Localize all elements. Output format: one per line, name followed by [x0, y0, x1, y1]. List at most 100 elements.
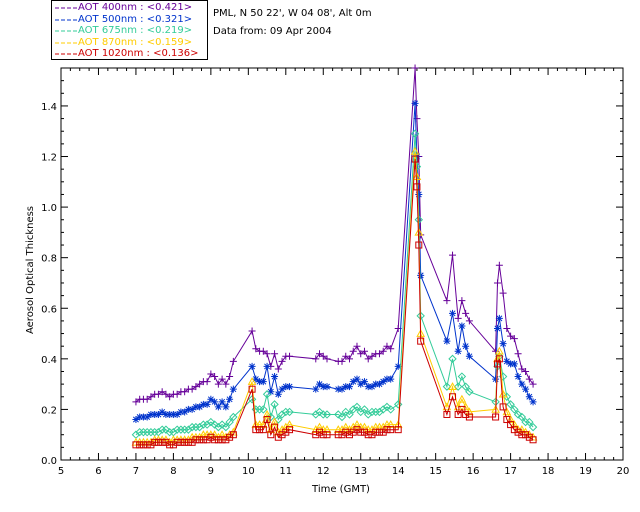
data-point: [461, 382, 470, 391]
data-point: [139, 413, 147, 421]
data-point: [315, 422, 324, 431]
data-point: [312, 355, 320, 363]
data-point: [465, 413, 473, 421]
data-point: [493, 324, 501, 332]
data-point: [252, 345, 260, 353]
data-point: [375, 380, 383, 388]
data-point: [443, 337, 451, 345]
data-point: [449, 251, 457, 259]
data-point: [323, 431, 331, 439]
data-point: [218, 436, 226, 444]
data-point: [203, 400, 211, 408]
data-point: [214, 380, 222, 388]
data-point: [411, 99, 419, 107]
data-point: [522, 385, 530, 393]
data-point: [132, 441, 140, 449]
data-point: [349, 378, 357, 386]
data-point: [136, 441, 144, 449]
legend-item: AOT 1020nm : <0.136>: [54, 48, 198, 60]
data-point: [270, 417, 279, 426]
data-point: [226, 395, 234, 403]
series-line: [135, 158, 534, 446]
data-point: [267, 431, 275, 439]
data-point: [458, 322, 466, 330]
data-point: [285, 420, 294, 428]
data-point: [357, 428, 365, 436]
x-tick-label: 16: [467, 466, 480, 477]
data-point: [248, 327, 256, 335]
data-point: [222, 380, 230, 388]
data-point: [312, 385, 320, 393]
data-point: [262, 390, 272, 399]
data-point: [449, 309, 457, 317]
data-point: [322, 410, 332, 419]
data-point: [382, 402, 392, 412]
site-label: PML, N 50 22', W 04 08', Alt 0m: [213, 8, 372, 19]
legend-item: AOT 400nm : <0.421>: [54, 2, 192, 14]
data-point: [513, 410, 523, 419]
date-label: Data from: 09 Apr 2004: [213, 26, 332, 37]
data-point: [135, 427, 144, 437]
data-point: [415, 241, 423, 249]
series-line: [135, 103, 534, 420]
data-point: [165, 427, 174, 437]
data-point: [161, 425, 171, 434]
data-point: [191, 422, 201, 432]
data-point: [410, 146, 420, 155]
data-point: [349, 405, 358, 414]
data-point: [518, 380, 526, 388]
data-point: [217, 420, 227, 429]
data-point: [506, 415, 515, 423]
data-point: [158, 408, 166, 416]
data-point: [338, 357, 346, 365]
data-point: [248, 385, 256, 393]
y-tick-label: 0.0: [41, 456, 57, 467]
y-tick-label: 1.0: [41, 203, 57, 214]
data-point: [196, 436, 204, 444]
data-point: [383, 342, 391, 350]
data-point: [518, 431, 526, 439]
data-point: [151, 410, 159, 418]
data-point: [184, 405, 192, 413]
data-point: [229, 412, 238, 422]
data-point: [277, 410, 287, 419]
data-point: [229, 431, 237, 439]
data-point: [514, 373, 522, 381]
plot-frame: [60, 67, 624, 461]
data-point: [147, 393, 155, 401]
data-point: [256, 378, 264, 386]
data-point: [357, 350, 365, 358]
data-point: [319, 431, 327, 439]
data-point: [507, 360, 515, 368]
data-point: [517, 412, 527, 422]
x-tick-label: 17: [504, 466, 517, 477]
data-point: [360, 405, 369, 414]
data-point: [375, 350, 383, 358]
data-point: [360, 378, 368, 386]
data-point: [315, 407, 324, 417]
data-point: [349, 347, 357, 355]
data-point: [207, 370, 215, 378]
data-point: [172, 425, 182, 434]
legend-swatch: [54, 28, 78, 34]
legend-label: AOT 870nm : <0.159>: [78, 36, 193, 48]
data-point: [259, 426, 267, 434]
data-point: [132, 416, 140, 424]
data-point: [525, 393, 533, 401]
data-point: [274, 365, 282, 373]
data-point: [282, 383, 290, 391]
data-point: [503, 416, 511, 424]
data-point: [499, 289, 507, 297]
data-point: [247, 377, 257, 385]
data-point: [262, 409, 272, 418]
data-point: [143, 395, 151, 403]
data-point: [529, 436, 537, 444]
legend-label: AOT 500nm : <0.321>: [78, 13, 193, 25]
data-point: [263, 416, 271, 424]
data-point: [449, 393, 457, 401]
data-point: [188, 385, 196, 393]
data-point: [394, 362, 402, 370]
data-point: [457, 372, 467, 381]
data-point: [196, 380, 204, 388]
